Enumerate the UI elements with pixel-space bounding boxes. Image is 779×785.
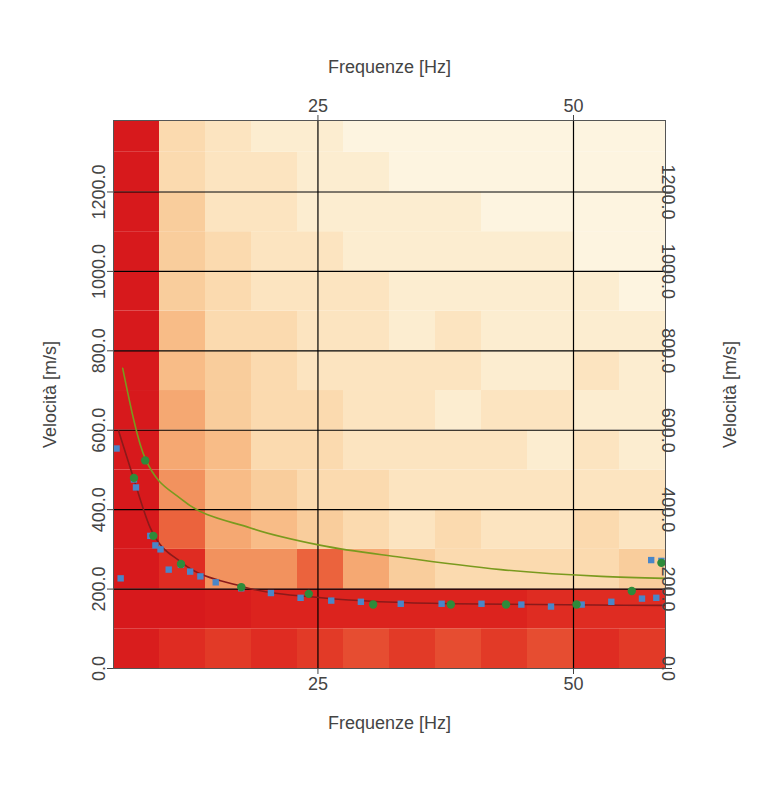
svg-text:600.0: 600.0	[658, 408, 678, 453]
svg-text:1200.0: 1200.0	[89, 164, 109, 219]
svg-text:25: 25	[308, 96, 328, 116]
svg-text:800.0: 800.0	[89, 328, 109, 373]
svg-text:1000.0: 1000.0	[658, 244, 678, 299]
svg-text:400.0: 400.0	[658, 487, 678, 532]
svg-text:25: 25	[308, 674, 328, 694]
svg-text:Velocità [m/s]: Velocità [m/s]	[40, 341, 60, 448]
svg-text:800.0: 800.0	[658, 328, 678, 373]
svg-text:200.0: 200.0	[658, 567, 678, 612]
svg-text:Frequenze [Hz]: Frequenze [Hz]	[328, 713, 451, 733]
svg-text:400.0: 400.0	[89, 487, 109, 532]
svg-text:Frequenze [Hz]: Frequenze [Hz]	[328, 57, 451, 77]
svg-text:200.0: 200.0	[89, 567, 109, 612]
svg-text:Velocità [m/s]: Velocità [m/s]	[720, 341, 740, 448]
svg-text:0.0: 0.0	[658, 656, 678, 681]
svg-text:0.0: 0.0	[89, 656, 109, 681]
svg-text:1000.0: 1000.0	[89, 244, 109, 299]
svg-text:1200.0: 1200.0	[658, 164, 678, 219]
svg-text:50: 50	[563, 674, 583, 694]
svg-text:50: 50	[563, 96, 583, 116]
svg-text:600.0: 600.0	[89, 408, 109, 453]
